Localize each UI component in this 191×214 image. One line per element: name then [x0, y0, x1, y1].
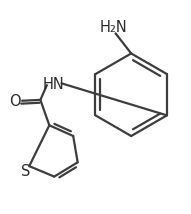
Text: H₂N: H₂N: [100, 20, 127, 35]
Text: O: O: [9, 94, 21, 109]
Text: S: S: [21, 163, 30, 178]
Text: HN: HN: [42, 77, 64, 92]
